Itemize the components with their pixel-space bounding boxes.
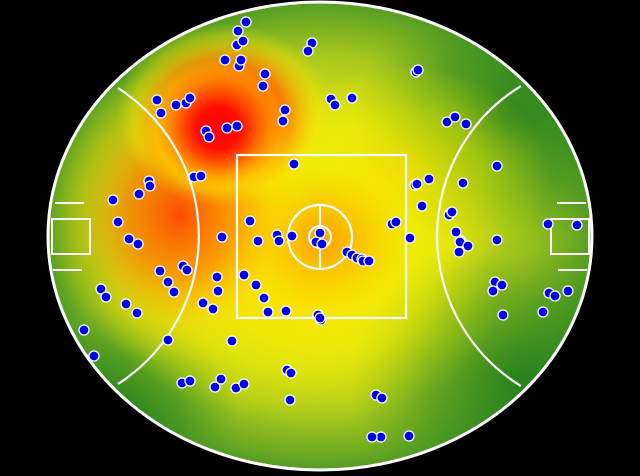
- event-point: [195, 170, 207, 182]
- event-point: [151, 94, 163, 106]
- event-point: [284, 394, 296, 406]
- event-point: [78, 324, 90, 336]
- event-point: [496, 279, 508, 291]
- event-point: [212, 285, 224, 297]
- event-point: [88, 350, 100, 362]
- ground-boundary: [46, 0, 594, 472]
- event-point: [446, 206, 458, 218]
- event-point: [232, 25, 244, 37]
- event-point: [491, 160, 503, 172]
- event-point: [537, 306, 549, 318]
- event-point: [240, 16, 252, 28]
- event-point: [258, 292, 270, 304]
- event-point: [280, 305, 292, 317]
- event-point: [231, 120, 243, 132]
- event-point: [219, 54, 231, 66]
- event-point: [162, 334, 174, 346]
- event-point: [562, 285, 574, 297]
- event-point: [100, 291, 112, 303]
- event-point: [197, 297, 209, 309]
- event-point: [314, 227, 326, 239]
- event-point: [411, 178, 423, 190]
- event-point: [184, 375, 196, 387]
- event-point: [457, 177, 469, 189]
- event-point: [168, 286, 180, 298]
- event-point: [277, 115, 289, 127]
- event-point: [497, 309, 509, 321]
- event-point: [95, 283, 107, 295]
- event-point: [416, 200, 428, 212]
- event-point: [423, 173, 435, 185]
- event-point: [279, 104, 291, 116]
- event-point: [257, 80, 269, 92]
- event-point: [542, 218, 554, 230]
- goal-square-left: [51, 218, 91, 255]
- event-point: [453, 246, 465, 258]
- event-point: [390, 216, 402, 228]
- event-point: [460, 118, 472, 130]
- arc-50m-left: [117, 87, 200, 385]
- event-point: [211, 271, 223, 283]
- event-point: [133, 188, 145, 200]
- event-point: [131, 307, 143, 319]
- event-point: [207, 303, 219, 315]
- event-point: [144, 180, 156, 192]
- event-point: [314, 312, 326, 324]
- event-point: [285, 367, 297, 379]
- event-point: [132, 238, 144, 250]
- event-point: [316, 238, 328, 250]
- event-point: [462, 240, 474, 252]
- event-point: [209, 381, 221, 393]
- event-point: [123, 233, 135, 245]
- event-point: [403, 430, 415, 442]
- event-point: [363, 255, 375, 267]
- event-point: [215, 373, 227, 385]
- event-point: [162, 276, 174, 288]
- event-point: [250, 279, 262, 291]
- event-point: [441, 116, 453, 128]
- event-point: [238, 269, 250, 281]
- goal-square-right: [550, 218, 590, 255]
- event-point: [412, 64, 424, 76]
- event-point: [288, 158, 300, 170]
- event-point: [154, 265, 166, 277]
- arc-50m-right: [436, 85, 522, 387]
- event-point: [449, 111, 461, 123]
- event-point: [366, 431, 378, 443]
- event-point: [252, 235, 264, 247]
- event-point: [112, 216, 124, 228]
- event-point: [155, 107, 167, 119]
- event-point: [262, 306, 274, 318]
- event-point: [273, 235, 285, 247]
- event-point: [216, 231, 228, 243]
- event-point: [181, 264, 193, 276]
- event-point: [107, 194, 119, 206]
- event-point: [259, 68, 271, 80]
- event-point: [450, 226, 462, 238]
- event-point: [237, 35, 249, 47]
- event-point: [170, 99, 182, 111]
- event-point: [404, 232, 416, 244]
- event-point: [238, 378, 250, 390]
- event-point-layer: [78, 16, 583, 443]
- event-point: [487, 285, 499, 297]
- event-point: [221, 122, 233, 134]
- event-point: [120, 298, 132, 310]
- event-point: [571, 219, 583, 231]
- event-point: [376, 392, 388, 404]
- event-point: [346, 92, 358, 104]
- event-point: [184, 92, 196, 104]
- event-point: [244, 215, 256, 227]
- event-point: [302, 45, 314, 57]
- event-point: [549, 290, 561, 302]
- event-point: [203, 131, 215, 143]
- event-point: [491, 234, 503, 246]
- event-point: [235, 54, 247, 66]
- event-point: [329, 99, 341, 111]
- primary-hotspot-core: [146, 58, 290, 198]
- event-point: [226, 335, 238, 347]
- event-point: [286, 230, 298, 242]
